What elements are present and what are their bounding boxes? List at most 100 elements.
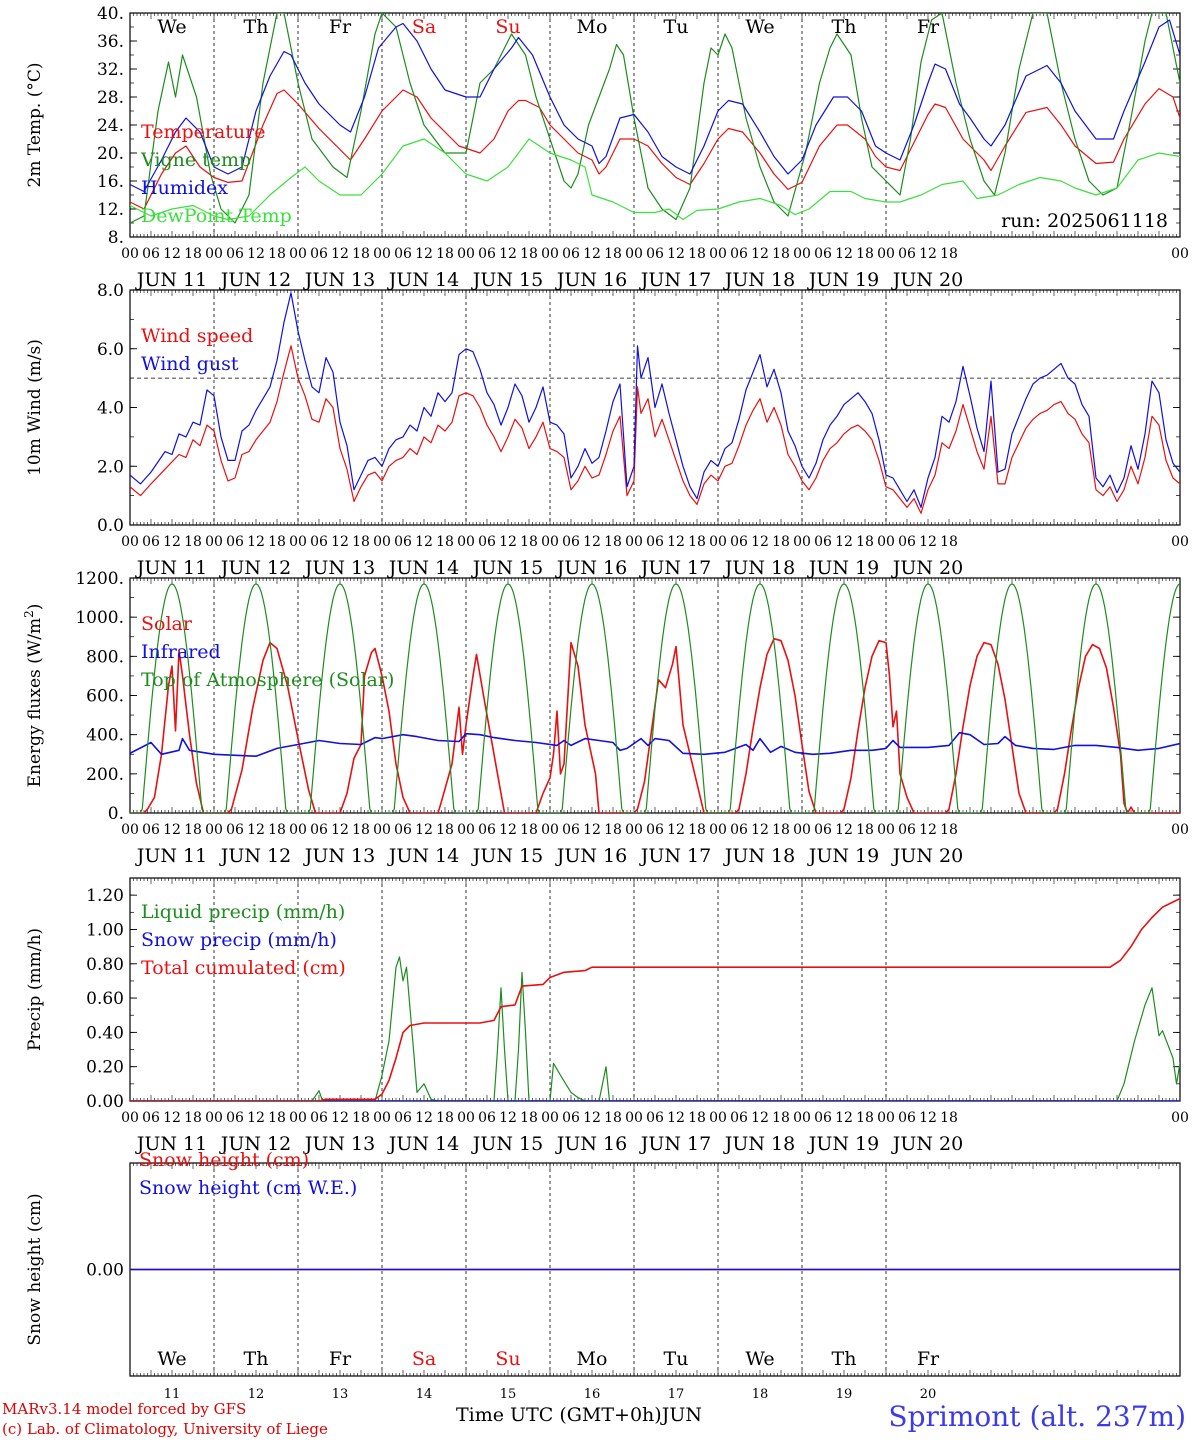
- date-label: JUN 18: [723, 557, 795, 579]
- hour-tick-label: 18: [436, 534, 454, 550]
- hour-tick-label: 18: [184, 534, 202, 550]
- hour-tick-label: 12: [667, 534, 685, 550]
- date-label: JUN 15: [471, 845, 543, 867]
- hour-tick-label: 18: [352, 534, 370, 550]
- weekday-label: We: [157, 16, 186, 38]
- weekday-label: Fr: [917, 16, 940, 38]
- hour-tick-label: 00: [709, 822, 727, 838]
- hour-tick-label: 12: [247, 534, 265, 550]
- legend-entry: DewPoint Temp: [141, 205, 292, 227]
- hour-tick-label: 12: [331, 534, 349, 550]
- hour-tick-label: 12: [247, 246, 265, 262]
- hour-tick-label: 12: [415, 246, 433, 262]
- date-label: JUN 13: [303, 845, 375, 867]
- hour-tick-label: 18: [772, 822, 790, 838]
- y-tick-label: 0.00: [86, 1092, 124, 1112]
- hour-tick-label: 06: [646, 246, 664, 262]
- hour-tick-label: 18: [436, 246, 454, 262]
- date-label: JUN 15: [471, 269, 543, 291]
- series-line-total-cumulated-cm-: [130, 897, 1180, 1101]
- series-line-humidex: [130, 19, 1180, 193]
- hour-tick-label: 06: [394, 534, 412, 550]
- date-label: JUN 11: [135, 845, 207, 867]
- y-tick-label: 36.: [97, 32, 124, 52]
- day-number-label: 15: [500, 1387, 517, 1402]
- hour-tick-label: 18: [604, 534, 622, 550]
- time-axis-title: Time UTC (GMT+0h)JUN: [456, 1404, 702, 1426]
- hour-tick-label: 12: [667, 822, 685, 838]
- date-label: JUN 14: [387, 845, 459, 867]
- weekday-label: Tu: [664, 1348, 689, 1370]
- day-number-label: 20: [920, 1387, 937, 1402]
- hour-tick-label: 00: [541, 822, 559, 838]
- date-label: JUN 12: [219, 1133, 291, 1155]
- hour-tick-label: 06: [814, 246, 832, 262]
- weekday-label: Su: [495, 16, 520, 38]
- y-tick-label: 0.60: [86, 989, 124, 1009]
- hour-tick-label: 18: [688, 822, 706, 838]
- plot-area: [130, 897, 1180, 1101]
- hour-tick-label: 12: [247, 1110, 265, 1126]
- legend-entry: Liquid precip (mm/h): [141, 901, 345, 923]
- legend-entry: Infrared: [141, 641, 221, 663]
- hour-tick-label: 00: [457, 822, 475, 838]
- hour-tick-label: 12: [415, 1110, 433, 1126]
- date-label: JUN 19: [807, 1133, 879, 1155]
- y-axis-label: 2m Temp. (°C): [25, 62, 45, 187]
- y-tick-label: 0.40: [86, 1023, 124, 1043]
- hour-tick-label: 12: [583, 1110, 601, 1126]
- hour-tick-label: 06: [814, 1110, 832, 1126]
- hour-tick-label: 18: [856, 822, 874, 838]
- hour-tick-label: 18: [604, 1110, 622, 1126]
- hour-tick-label: 06: [814, 534, 832, 550]
- legend-entry: Top of Atmosphere (Solar): [141, 669, 394, 691]
- copyright-credit: (c) Lab. of Climatology, University of L…: [2, 1420, 328, 1438]
- date-label: JUN 19: [807, 557, 879, 579]
- series-line-infrared: [130, 731, 1180, 757]
- date-label: JUN 15: [471, 557, 543, 579]
- hour-tick-label: 06: [562, 246, 580, 262]
- panel-wind: 0.0 2.0 4.0 6.0 8.0 10m Wind (m/s) Wind speed W…: [25, 281, 1189, 579]
- hour-tick-label: 00: [289, 246, 307, 262]
- date-label: JUN 17: [639, 269, 711, 291]
- y-tick-label: 28.: [97, 88, 124, 108]
- y-tick-label: 800.: [86, 647, 124, 667]
- day-number-label: 13: [332, 1387, 349, 1402]
- hour-tick-label: 12: [751, 1110, 769, 1126]
- hour-tick-label: 00: [121, 534, 139, 550]
- hour-tick-label: 12: [835, 246, 853, 262]
- hour-tick-label: 00: [877, 822, 895, 838]
- hour-tick-label: 00: [205, 822, 223, 838]
- series-line-temperature: [130, 88, 1180, 210]
- weekday-label: Fr: [329, 16, 352, 38]
- panel-snow: 0.00 Snow height (cm) Snow height (cm) Snow…: [25, 1149, 1181, 1402]
- date-label: JUN 20: [891, 845, 963, 867]
- date-label: JUN 20: [891, 557, 963, 579]
- y-tick-label: 200.: [86, 765, 124, 785]
- date-label: JUN 16: [555, 1133, 627, 1155]
- date-label: JUN 16: [555, 557, 627, 579]
- date-label: JUN 11: [135, 269, 207, 291]
- hour-tick-label: 06: [898, 534, 916, 550]
- date-label: JUN 14: [387, 269, 459, 291]
- hour-tick-label: 00: [877, 534, 895, 550]
- hour-tick-label: 18: [772, 534, 790, 550]
- hour-tick-label: 00: [541, 534, 559, 550]
- y-tick-label: 0.0: [97, 516, 124, 536]
- hour-tick-label: 06: [730, 534, 748, 550]
- hour-tick-label: 18: [688, 1110, 706, 1126]
- hour-tick-label: 06: [730, 1110, 748, 1126]
- date-label: JUN 13: [303, 269, 375, 291]
- weekday-label: Fr: [329, 1348, 352, 1370]
- hour-tick-label: 18: [940, 246, 958, 262]
- hour-tick-label: 06: [142, 822, 160, 838]
- hour-tick-label: 18: [352, 246, 370, 262]
- hour-tick-label: 12: [751, 246, 769, 262]
- weekday-label: Mo: [577, 1348, 608, 1370]
- hour-tick-label: 06: [562, 822, 580, 838]
- hour-tick-label: 00: [541, 1110, 559, 1126]
- hour-tick-label: 12: [163, 534, 181, 550]
- hour-tick-label: 06: [142, 1110, 160, 1126]
- series-line-vigne-temp: [130, 13, 1180, 224]
- date-label: JUN 19: [807, 269, 879, 291]
